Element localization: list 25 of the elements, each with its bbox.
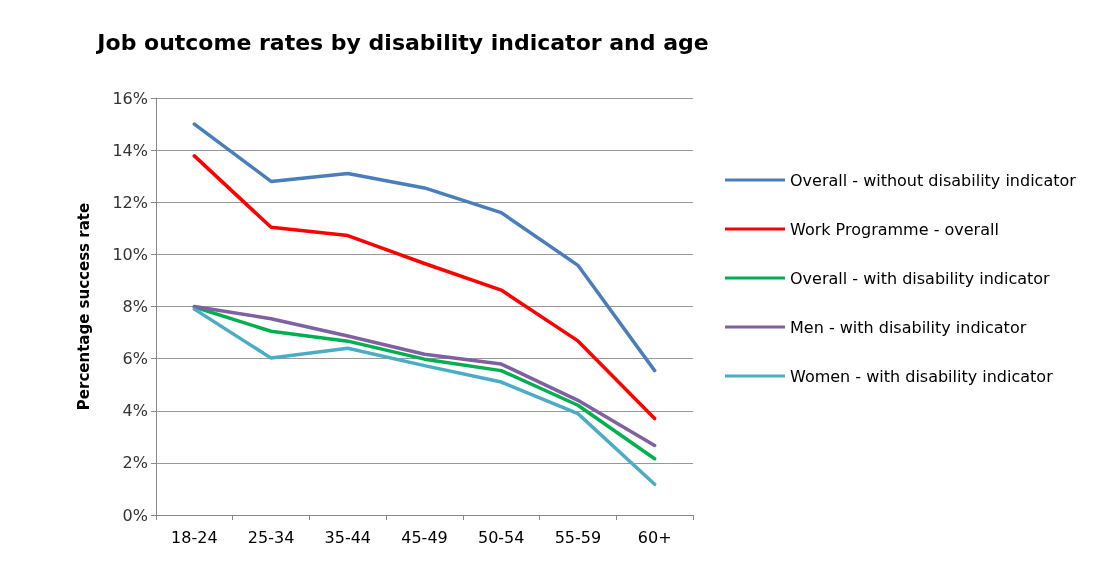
x-tick-label: 25-34 xyxy=(247,527,295,547)
y-tick-label: 10% xyxy=(112,244,148,264)
x-tick-label: 55-59 xyxy=(554,527,602,547)
line-series xyxy=(192,122,657,373)
y-tick-label: 6% xyxy=(122,349,148,369)
legend-label: Overall - with disability indicator xyxy=(790,268,1051,288)
legend-label: Overall - without disability indicator xyxy=(790,170,1077,190)
y-tick-label: 16% xyxy=(112,88,148,108)
y-tick-label: 4% xyxy=(122,401,148,421)
x-tick-label: 45-49 xyxy=(401,527,448,547)
x-tick-label: 60+ xyxy=(637,527,672,547)
legend-label: Women - with disability indicator xyxy=(790,366,1054,386)
y-tick-label: 2% xyxy=(122,453,148,473)
y-tick-label: 0% xyxy=(122,505,148,525)
y-tick-label: 8% xyxy=(122,297,148,316)
chart-title: Job outcome rates by disability indicator and age xyxy=(95,29,709,55)
y-tick-label: 12% xyxy=(112,192,148,212)
x-tick-label: 18-24 xyxy=(171,527,218,547)
legend-label: Men - with disability indicator xyxy=(790,317,1027,337)
x-tick-label: 35-44 xyxy=(324,527,372,547)
y-tick-label: 14% xyxy=(112,140,148,160)
line-series xyxy=(192,154,657,421)
legend-label: Work Programme - overall xyxy=(790,219,999,239)
y-axis-title: Percentage success rate xyxy=(74,202,93,411)
x-tick-label: 50-54 xyxy=(477,527,525,547)
